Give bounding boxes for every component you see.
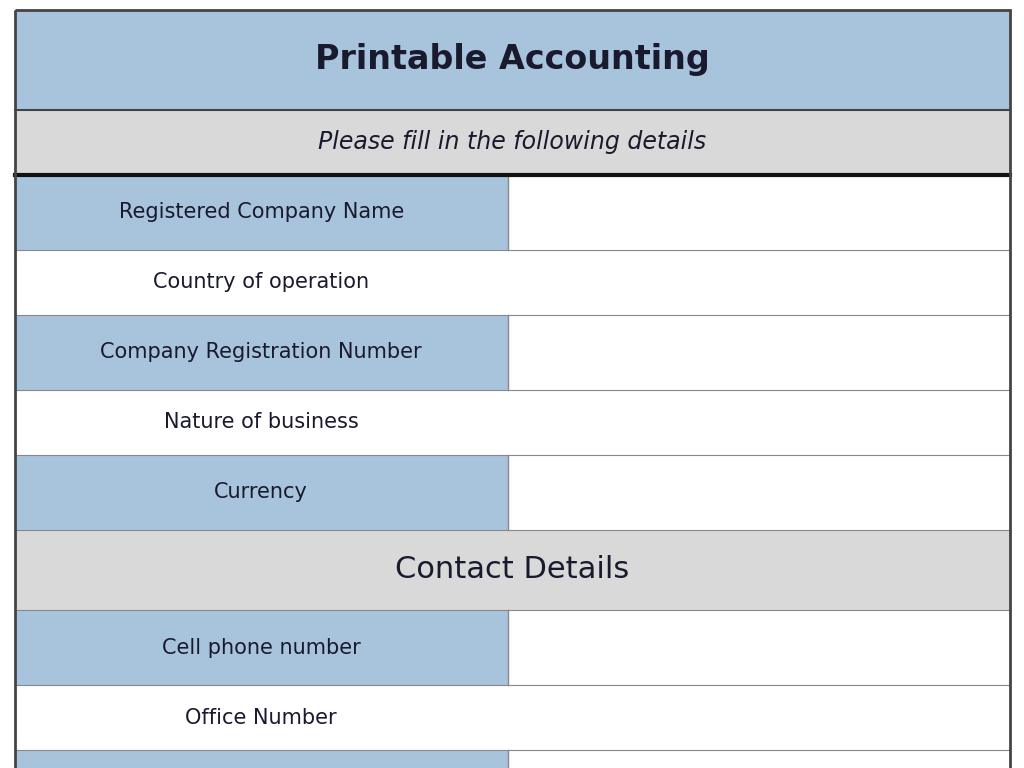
Bar	[508, 175, 1010, 250]
Text: Country of operation: Country of operation	[154, 273, 370, 293]
Text: Please fill in the following details: Please fill in the following details	[318, 131, 707, 154]
Bar	[15, 530, 1010, 610]
Bar	[15, 250, 1010, 315]
Text: Printable Accounting: Printable Accounting	[315, 44, 710, 77]
Bar	[508, 750, 1010, 768]
Bar	[508, 315, 1010, 390]
Text: Company Registration Number: Company Registration Number	[100, 343, 422, 362]
Text: Nature of business: Nature of business	[164, 412, 358, 432]
Bar	[15, 610, 508, 685]
Bar	[15, 10, 1010, 110]
Bar	[508, 455, 1010, 530]
Bar	[15, 750, 508, 768]
Text: Cell phone number: Cell phone number	[162, 637, 360, 657]
Bar	[15, 315, 508, 390]
Bar	[15, 110, 1010, 175]
Text: Contact Details: Contact Details	[395, 555, 630, 584]
Bar	[15, 455, 508, 530]
Text: Office Number: Office Number	[185, 707, 337, 727]
Text: Currency: Currency	[214, 482, 308, 502]
Bar	[508, 610, 1010, 685]
Bar	[15, 685, 1010, 750]
Text: Registered Company Name: Registered Company Name	[119, 203, 403, 223]
Bar	[15, 175, 508, 250]
Bar	[15, 390, 1010, 455]
